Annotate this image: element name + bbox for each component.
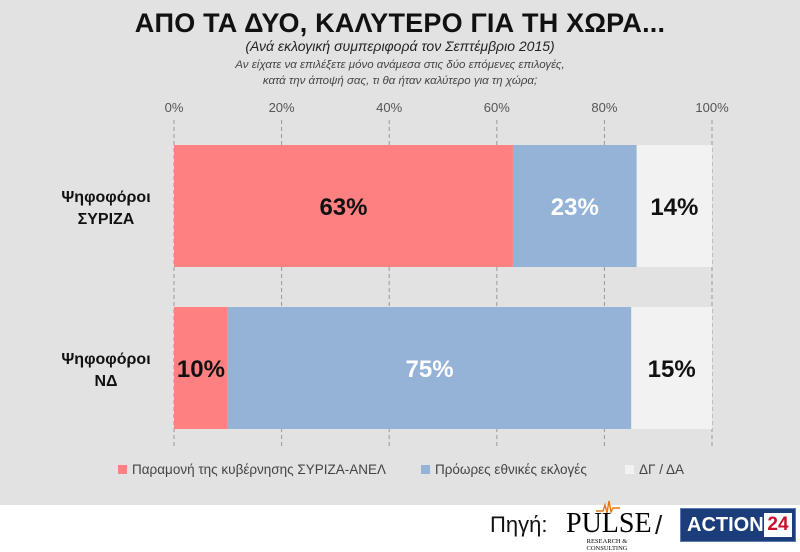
data-label: 10% [177, 356, 225, 383]
category-label: Ψηφοφόροι [61, 189, 150, 206]
category-label: ΣΥΡΙΖΑ [78, 211, 135, 228]
data-label: 75% [406, 356, 454, 383]
legend-swatch [118, 465, 127, 474]
pulse-logo: PULSE RESEARCH & CONSULTING [566, 500, 652, 552]
bar-segment-0-1 [512, 145, 637, 267]
bar-segment-1-2 [631, 307, 712, 429]
action24-logo-number: 24 [764, 513, 792, 537]
x-tick-label: 40% [376, 100, 402, 115]
legend-label: Παραμονή της κυβέρνησης ΣΥΡΙΖΑ-ΑΝΕΛ [132, 462, 386, 477]
question-line-2: κατά την άποψή σας, τι θα ήταν καλύτερο … [262, 75, 538, 87]
bar-segment-1-0 [174, 307, 228, 429]
category-label: Ψηφοφόροι [61, 351, 150, 368]
legend-label: Πρόωρες εθνικές εκλογές [435, 462, 587, 477]
legend-label: ΔΓ / ΔΑ [639, 462, 684, 477]
x-tick-label: 60% [484, 100, 510, 115]
data-label: 15% [648, 356, 696, 383]
logo-separator: / [655, 510, 663, 540]
legend-swatch [625, 465, 634, 474]
question-line-1: Αν είχατε να επιλέξετε μόνο ανάμεσα στις… [235, 59, 565, 71]
data-label: 14% [650, 194, 698, 221]
source-label: Πηγή: [490, 512, 548, 537]
data-label: 63% [319, 194, 367, 221]
bar-segment-1-1 [227, 307, 632, 429]
footer [0, 505, 800, 550]
chart-title: ΑΠΟ ΤΑ ΔΥΟ, ΚΑΛΥΤΕΡΟ ΓΙΑ ΤΗ ΧΩΡΑ... [134, 8, 666, 38]
bar-segment-0-2 [636, 145, 712, 267]
x-tick-label: 0% [165, 100, 184, 115]
legend-swatch [421, 465, 430, 474]
pulse-logo-tagline: RESEARCH & CONSULTING [586, 538, 628, 552]
x-tick-label: 20% [269, 100, 295, 115]
x-tick-label: 100% [695, 100, 729, 115]
pulse-heartbeat-icon [596, 500, 620, 514]
data-label: 23% [551, 194, 599, 221]
chart-question: Αν είχατε να επιλέξετε μόνο ανάμεσα στις… [200, 57, 600, 89]
pulse-logo-word: PULSE [566, 508, 652, 539]
chart-subtitle: (Ανά εκλογική συμπεριφορά τον Σεπτέμβριο… [245, 38, 555, 54]
stacked-bar-chart: 0% 20% 40% 60% 80% 100% 63% 23% 14% Ψηφοφόροι ΣΥΡΙ… [61, 100, 729, 477]
bar-segment-0-0 [174, 145, 513, 267]
action24-logo: ACTION 24 [680, 508, 796, 542]
action24-logo-word: ACTION [687, 514, 764, 536]
category-label: ΝΔ [94, 373, 117, 390]
x-tick-label: 80% [591, 100, 617, 115]
